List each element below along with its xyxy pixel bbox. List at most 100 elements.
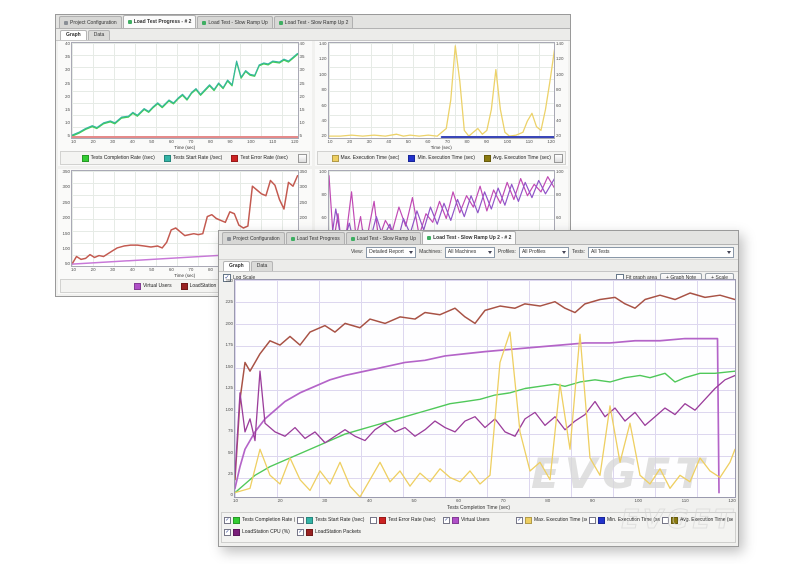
legend-item-tests-completion-rate-sec[interactable]: Tests Completion Rate (/sec) [81, 154, 155, 162]
big-chart-canvas[interactable]: EVGET [234, 279, 736, 498]
profiles-select[interactable]: All Profiles [518, 246, 569, 258]
tab-load-test-slow-ramp-up-2-2[interactable]: Load Test - Slow Ramp Up 2 - # 2 [422, 231, 517, 244]
tab-load-test-slow-ramp-up[interactable]: Load Test - Slow Ramp Up [345, 232, 422, 244]
chart-panel-rates: 40 35 30 25 20 15 10 5 40 35 30 25 20 15 10 5 10 20 30 40… [58, 41, 312, 166]
tick-label: 80 [556, 192, 562, 198]
tab-load-test-slow-ramp-up[interactable]: Load Test - Slow Ramp Up [197, 16, 273, 28]
rates-chart-canvas[interactable] [71, 42, 299, 139]
legend-label: Tests Completion Rate (/sec) [90, 155, 155, 161]
tick-label: 10 [327, 139, 333, 144]
subtab-graph[interactable]: Graph [60, 30, 87, 40]
legend-swatch [379, 516, 386, 524]
legend-swatch [233, 528, 240, 536]
tick-label: 10 [71, 267, 77, 272]
x-axis-label: Tests Completion Time (sec) [446, 505, 511, 511]
legend-item-max-execution-time-sec[interactable]: ✓ Max. Execution Time (sec) [516, 516, 587, 524]
big-chart-legend: ✓Tests Completion Rate (/sec) Tests Start… [221, 512, 736, 543]
view-select[interactable]: Detailed Report [366, 246, 417, 258]
tick-label: 50 [405, 139, 411, 144]
tab-label: Project Configuration [233, 235, 280, 242]
expand-chart-button[interactable] [297, 154, 307, 163]
tab-label: Load Test Progress [296, 235, 340, 242]
machines-select[interactable]: All Machines [444, 246, 495, 258]
legend-item-tests-start-rate-sec[interactable]: Tests Start Rate (/sec) [163, 154, 222, 162]
tick-label: 25 [299, 80, 305, 86]
legend-checkbox[interactable] [370, 516, 377, 524]
users-packets-chart-canvas[interactable] [71, 170, 299, 267]
legend-checkbox[interactable] [297, 516, 304, 524]
profiles-select-value: All Profiles [521, 249, 546, 255]
legend-item-test-error-rate-sec[interactable]: Test Error Rate (/sec) [370, 516, 441, 524]
legend-item-min-execution-time-sec[interactable]: Min. Execution Time (sec) [408, 154, 475, 162]
subtab-graph[interactable]: Graph [223, 261, 250, 271]
tick-label: 35 [299, 54, 305, 60]
legend-item-virtual-users[interactable]: ✓ Virtual Users [443, 516, 514, 524]
legend-label: Max. Execution Time (sec) [340, 155, 400, 161]
tick-label: 50 [411, 498, 417, 503]
chevron-down-icon [487, 250, 492, 254]
tests-select[interactable]: All Tests [588, 246, 734, 258]
legend-label: Tests Start Rate (/sec) [315, 517, 365, 523]
tick-label: 300 [62, 184, 70, 190]
tick-label: 30 [110, 267, 116, 272]
legend-swatch [306, 528, 313, 536]
chart-area: 350 300 250 200 150 100 50 350 300 250 200 150 100 5… [60, 169, 310, 267]
series-tests-completion-rate [235, 371, 735, 493]
chevron-down-icon [561, 250, 566, 254]
legend-label: Virtual Users [143, 283, 172, 289]
log-scale-checkbox[interactable]: Log Scale [223, 274, 255, 282]
legend-item-loadstation-cpu[interactable]: ✓ LoadStation CPU (%) [224, 528, 295, 536]
legend-checkbox[interactable]: ✓ [297, 528, 304, 536]
tab-load-test-progress-2[interactable]: Load Test Progress - # 2 [122, 15, 197, 28]
tick-label: 200 [299, 215, 308, 221]
legend-checkbox[interactable]: ✓ [516, 516, 523, 524]
legend-item-tests-start-rate-sec[interactable]: Tests Start Rate (/sec) [297, 516, 368, 524]
tick-label: 10 [71, 139, 77, 144]
view-label: View: [350, 249, 364, 255]
series-max-execution-time [235, 332, 735, 497]
subtab-label: Graph [229, 263, 244, 269]
legend-checkbox[interactable]: ✓ [224, 528, 231, 536]
subtab-data[interactable]: Data [250, 261, 274, 271]
subtab-data[interactable]: Data [87, 30, 111, 40]
chevron-down-icon [727, 250, 731, 254]
legend-item-virtual-users[interactable]: Virtual Users [134, 282, 172, 290]
tab-load-test-progress[interactable]: Load Test Progress [285, 232, 345, 244]
tick-label: 250 [62, 199, 70, 205]
tick-label: 60 [556, 102, 562, 108]
fw-toolbar: View: Detailed Report Machines: All Mach… [219, 245, 738, 260]
subtab-label: Data [256, 263, 268, 269]
legend-item-loadstation-packets[interactable]: LoadStation Packets [180, 282, 235, 290]
tick-label: 30 [64, 67, 70, 73]
legend-swatch [408, 154, 416, 162]
tab-label: Load Test - Slow Ramp Up 2 [284, 19, 349, 26]
expand-chart-button[interactable] [554, 154, 563, 163]
tab-project-configuration[interactable]: Project Configuration [59, 16, 122, 28]
legend-item-min-execution-time-sec[interactable]: Min. Execution Time (sec) [589, 516, 660, 524]
legend-checkbox[interactable] [589, 516, 596, 524]
legend-checkbox[interactable]: ✓ [443, 516, 450, 524]
legend-item-test-error-rate-sec[interactable]: Test Error Rate (/sec) [231, 154, 288, 162]
tick-label: 80 [545, 498, 551, 503]
legend-item-max-execution-time-sec[interactable]: Max. Execution Time (sec) [331, 154, 400, 162]
profiles-label: Profiles: [497, 249, 516, 255]
legend-checkbox[interactable] [662, 516, 669, 524]
tick-label: 30 [322, 498, 328, 503]
legend-swatch [134, 282, 142, 290]
tab-load-test-slow-ramp-up-2[interactable]: Load Test - Slow Ramp Up 2 [273, 16, 354, 28]
tick-label: 80 [207, 267, 213, 272]
legend-item-avg-execution-time-sec[interactable]: Avg. Execution Time (sec) [483, 154, 551, 162]
tick-label: 200 [62, 215, 70, 221]
tick-label: 5 [299, 133, 303, 139]
legend-item-tests-completion-rate-sec[interactable]: ✓ Tests Completion Rate (/sec) [224, 516, 295, 524]
project-configuration-icon [64, 20, 68, 25]
tick-label: 100 [634, 498, 642, 503]
execution-time-chart-canvas[interactable] [327, 42, 555, 139]
legend-item-loadstation-packets[interactable]: ✓ LoadStation Packets [297, 528, 368, 536]
legend-checkbox[interactable]: ✓ [224, 516, 231, 524]
tick-label: 75 [227, 428, 233, 434]
legend-item-avg-execution-time-sec[interactable]: Avg. Execution Time (sec) [662, 516, 733, 524]
tab-project-configuration[interactable]: Project Configuration [222, 232, 285, 244]
legend-swatch [231, 154, 239, 162]
legend-label: Min. Execution Time (sec) [607, 517, 660, 523]
